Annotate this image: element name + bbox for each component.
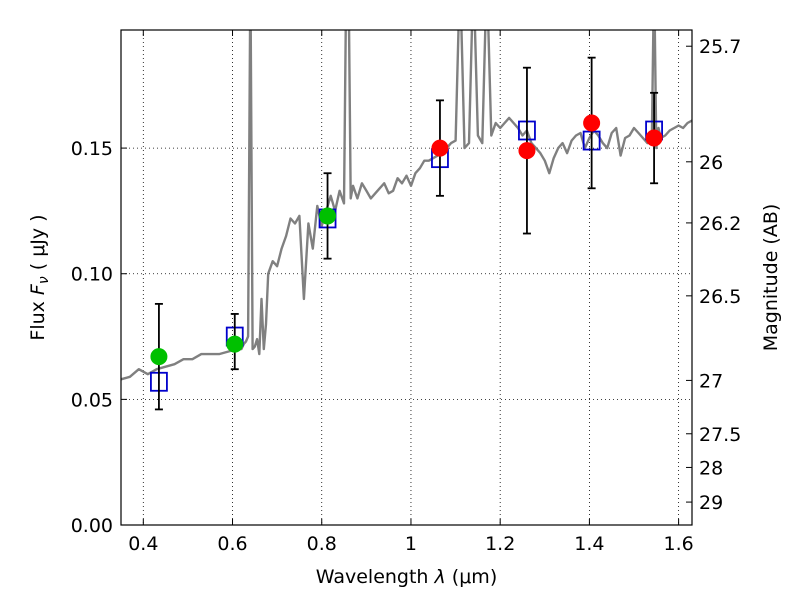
right-axis-title: Magnitude (AB) (760, 204, 782, 352)
right-tick-label: 26.5 (699, 286, 741, 308)
observed-point (431, 139, 449, 157)
grid-lines (121, 30, 692, 525)
y-axis-title: Flux Fν ( μJy ) (27, 214, 52, 340)
x-tick-label: 0.6 (217, 533, 247, 555)
observed-point (645, 129, 663, 147)
plot-frame (120, 29, 693, 526)
y-tick-label: 0.00 (71, 515, 113, 537)
right-tick-label: 25.7 (699, 36, 741, 58)
x-tick-label: 0.8 (307, 533, 337, 555)
x-tick-label: 1.4 (574, 533, 604, 555)
observed-point (150, 348, 168, 366)
y-tick-label: 0.15 (71, 138, 113, 160)
right-tick-label: 26.2 (699, 213, 741, 235)
x-tick-label: 1.6 (664, 533, 694, 555)
right-tick-label: 26 (699, 152, 723, 174)
axis-ticks: 0.4 0.6 0.8 1 1.2 1.4 1.6 0.00 0.05 0.10 0.15 25.7 2… (71, 30, 741, 555)
y-tick-label: 0.05 (71, 389, 113, 411)
plot-data (121, 30, 692, 411)
right-tick-label: 28 (699, 457, 723, 479)
y-tick-label: 0.10 (71, 264, 113, 286)
right-tick-label: 27.5 (699, 424, 741, 446)
observed-point (583, 114, 601, 132)
observed-point (319, 207, 337, 225)
x-axis-title: Wavelength λ (μm) (316, 566, 497, 588)
x-tick-label: 0.4 (128, 533, 158, 555)
observed-point (518, 142, 536, 160)
spectrum-line (121, 30, 692, 381)
observed-point (226, 335, 244, 353)
x-tick-label: 1 (405, 533, 417, 555)
x-tick-label: 1.2 (485, 533, 515, 555)
right-tick-label: 27 (699, 370, 723, 392)
right-tick-label: 29 (699, 492, 723, 514)
